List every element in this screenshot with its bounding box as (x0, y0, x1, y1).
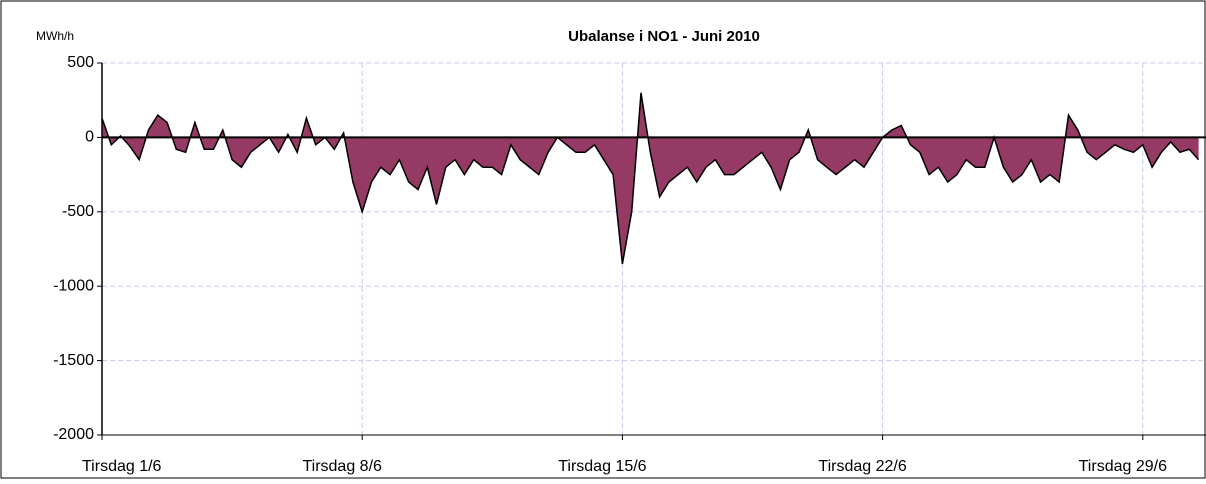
chart-title: Ubalanse i NO1 - Juni 2010 (568, 28, 760, 45)
x-tick-label: Tirsdag 15/6 (558, 458, 646, 475)
y-tick-label: -500 (62, 203, 94, 220)
x-tick-label: Tirsdag 22/6 (818, 458, 906, 475)
x-tick-label: Tirsdag 29/6 (1079, 458, 1167, 475)
y-tick-label: -2000 (53, 426, 94, 443)
y-tick-label: 0 (85, 129, 94, 146)
y-tick-label: -1000 (53, 277, 94, 294)
y-unit-label: MWh/h (36, 29, 74, 43)
y-tick-label: 500 (67, 54, 94, 71)
x-tick-label: Tirsdag 8/6 (302, 458, 382, 475)
area-line (101, 92, 1200, 265)
x-tick-label: Tirsdag 1/6 (82, 458, 162, 475)
y-tick-label: -1500 (53, 352, 94, 369)
